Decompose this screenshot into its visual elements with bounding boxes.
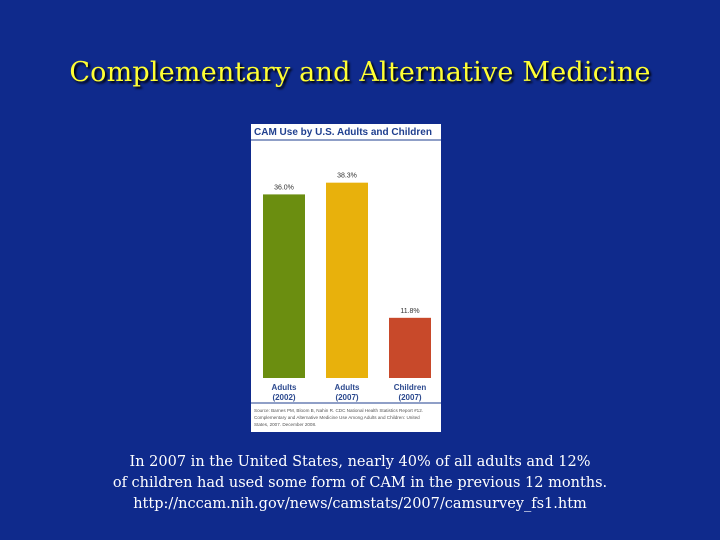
source-line-1: Source: Barnes PM, Bloom B, Nahin R. CDC… [254, 408, 423, 413]
source-note: Source: Barnes PM, Bloom B, Nahin R. CDC… [254, 408, 423, 427]
caption-line-2: of children had used some form of CAM in… [112, 475, 608, 491]
bar-1 [263, 194, 305, 378]
bars-group: 36.0%Adults(2002)38.3%Adults(2007)11.8%C… [263, 173, 431, 402]
category-label-3-line-2: (2007) [398, 393, 421, 402]
category-label-2-line-2: (2007) [335, 393, 358, 402]
caption: In 2007 in the United States, nearly 40%… [60, 452, 660, 515]
value-label-3: 11.8% [400, 308, 419, 315]
category-label-1-line-1: Adults [272, 383, 297, 392]
value-label-1: 36.0% [274, 184, 294, 191]
slide-title: Complementary and Alternative Medicine [69, 57, 651, 88]
source-line-3: States, 2007. December 2008. [254, 422, 316, 427]
value-label-2: 38.3% [337, 173, 357, 180]
bar-chart: CAM Use by U.S. Adults and Children 36.0… [251, 127, 441, 427]
bar-2 [326, 182, 368, 378]
category-label-1-line-2: (2002) [272, 393, 295, 402]
chart-card: CAM Use by U.S. Adults and Children 36.0… [251, 124, 441, 432]
caption-line-1: In 2007 in the United States, nearly 40%… [129, 454, 591, 470]
category-label-3-line-1: Children [394, 383, 427, 392]
bar-3 [389, 317, 431, 378]
source-line-2: Complementary and Alternative Medicine U… [254, 415, 420, 420]
chart-title: CAM Use by U.S. Adults and Children [254, 127, 432, 138]
category-label-2-line-1: Adults [335, 383, 360, 392]
caption-link[interactable]: http://nccam.nih.gov/news/camstats/2007/… [133, 496, 587, 512]
